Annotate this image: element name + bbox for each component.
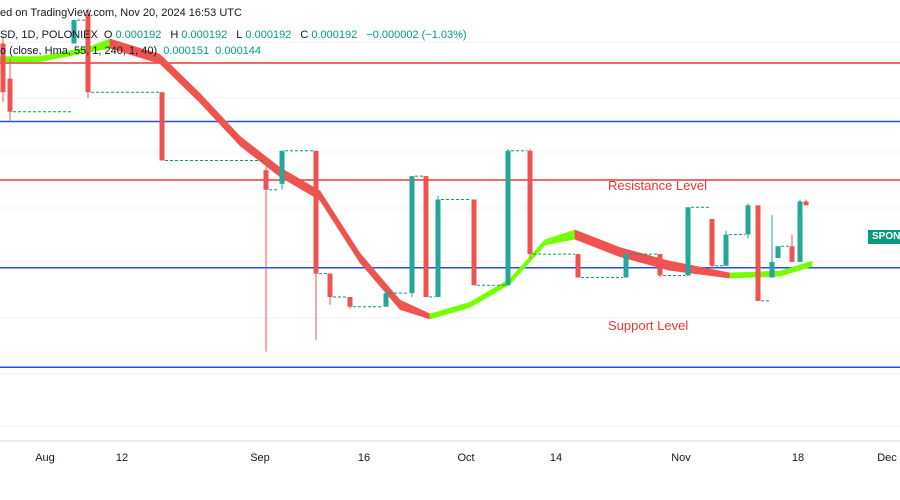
ohlc-close: C 0.000192 <box>300 29 358 41</box>
resistance-annotation: Resistance Level <box>608 178 707 193</box>
header-line-1: ed on TradingView.com, Nov 20, 2024 16:5… <box>0 7 245 19</box>
candle-body <box>347 297 353 307</box>
candle-body <box>263 170 269 190</box>
grid-lines <box>0 41 900 427</box>
hma-ribbon-segment <box>0 56 41 62</box>
hma-ribbon-segment <box>199 92 241 147</box>
x-tick-label: 18 <box>791 452 805 464</box>
x-tick-label: 12 <box>115 452 129 464</box>
candle-body <box>797 201 803 262</box>
candle-body <box>575 254 581 278</box>
candle-body <box>803 201 809 206</box>
ohlc-high: H 0.000192 <box>170 29 228 41</box>
candle-body <box>85 14 91 93</box>
candle-body <box>623 254 629 278</box>
candle-body <box>789 246 795 262</box>
x-tick-label: 16 <box>357 452 371 464</box>
support-annotation: Support Level <box>608 318 689 333</box>
candle-body <box>769 261 775 278</box>
hma-ribbon-segment <box>319 189 361 264</box>
ohlc-low: L 0.000192 <box>236 29 292 41</box>
candle-body <box>7 78 13 112</box>
candle-body <box>745 205 751 235</box>
candle-body <box>383 293 389 307</box>
candle-body <box>505 150 511 286</box>
ohlc-open: O 0.000192 <box>103 29 162 41</box>
candle-body <box>775 246 781 258</box>
hma-ribbon-segment <box>239 135 281 178</box>
hma-ribbon-segment <box>399 299 431 320</box>
candle-body <box>685 207 691 276</box>
x-tick-label: Dec <box>877 452 897 464</box>
hma-ribbon-segment <box>574 229 621 258</box>
candle-body <box>723 234 729 266</box>
indicator-value-2: 0.000144 <box>215 45 262 57</box>
x-tick-label: Aug <box>35 452 55 464</box>
x-tick-label: Sep <box>250 452 270 464</box>
candle-body <box>471 199 477 286</box>
candle-body <box>279 150 285 184</box>
candle-body <box>435 199 441 297</box>
candle-body <box>409 176 415 294</box>
candle-body <box>159 92 165 161</box>
candle-body <box>755 205 761 301</box>
price-tag: SPONG <box>868 230 900 244</box>
hma-ribbon-segment <box>779 260 813 277</box>
candle-body <box>657 254 663 276</box>
indicator-value-1: 0.000151 <box>163 45 210 57</box>
publish-info: ed on TradingView.com, Nov 20, 2024 16:5… <box>0 7 242 19</box>
header-line-2: SD, 1D, POLONIEX O 0.000192 H 0.000192 L 0.… <box>0 29 470 41</box>
candle-body <box>709 219 715 266</box>
indicator-label[interactable]: o (close, Hma, 55, 1, 240, 1, 40) <box>0 45 158 57</box>
header-line-3: o (close, Hma, 55, 1, 240, 1, 40) 0.0001… <box>0 45 264 57</box>
candle-body <box>327 273 333 297</box>
candle-body <box>0 43 6 93</box>
hma-ribbon-segment <box>159 53 201 104</box>
price-change: −0.000002 (−1.03%) <box>366 29 467 41</box>
candle-body <box>313 150 319 274</box>
candle-body <box>423 176 429 297</box>
hma-ribbon-segment <box>429 301 471 320</box>
hma-ribbon-segment <box>544 229 576 246</box>
hma-ribbon <box>0 38 813 320</box>
candles <box>0 8 809 352</box>
level-lines <box>0 62 900 368</box>
candle-body <box>527 150 533 255</box>
x-tick-label: Oct <box>457 452 475 464</box>
symbol-label[interactable]: SD, 1D, POLONIEX <box>0 29 98 41</box>
x-tick-label: Nov <box>671 452 691 464</box>
x-tick-label: 14 <box>549 452 563 464</box>
candle-body <box>71 20 77 44</box>
